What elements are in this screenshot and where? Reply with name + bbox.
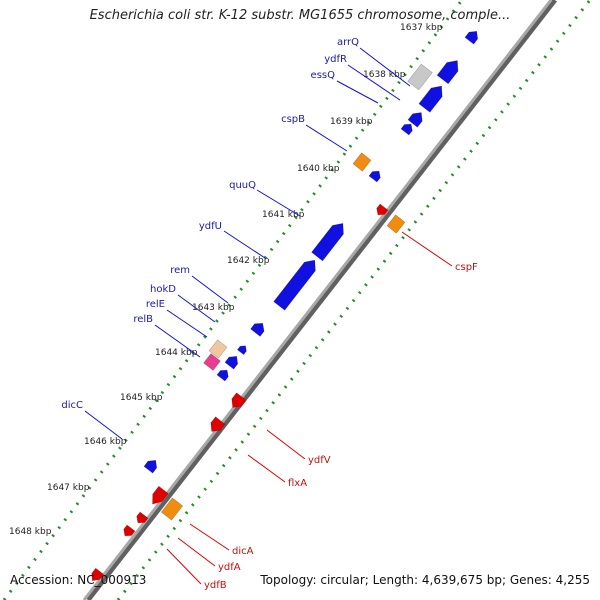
leader-relE — [166, 309, 208, 338]
gene-bottom-red[interactable] — [91, 567, 105, 582]
map-title: Escherichia coli str. K-12 substr. MG165… — [89, 8, 511, 23]
label-ydfA[interactable]: ydfA — [218, 562, 241, 573]
gene-ydfV[interactable] — [231, 392, 247, 408]
label-arrQ[interactable]: arrQ — [337, 37, 359, 48]
label-rem[interactable]: rem — [170, 265, 190, 276]
gene-cspF-red[interactable] — [376, 203, 389, 216]
label-relE[interactable]: relE — [146, 299, 165, 310]
gene-ydfU[interactable] — [273, 259, 316, 311]
leader-flxA — [247, 454, 286, 483]
accession-label: Accession: NC_000913 — [10, 573, 147, 587]
kbp-tick-labels: 1637 kbp 1638 kbp 1639 kbp 1640 kbp 1641 kbp… — [9, 23, 443, 537]
leader-relB — [154, 324, 201, 358]
gene-quuQ[interactable] — [311, 223, 344, 262]
gene-flxA[interactable] — [210, 416, 226, 432]
gene-dicA-left[interactable] — [152, 485, 169, 505]
gene-rem[interactable] — [250, 322, 265, 337]
label-relB[interactable]: relB — [133, 314, 153, 325]
kbp-label-5: 1641 kbp — [262, 210, 305, 220]
gene-orange-1[interactable] — [352, 152, 372, 172]
label-hokD[interactable]: hokD — [150, 284, 176, 295]
gene-cspF[interactable] — [386, 214, 406, 234]
gene-essQ[interactable] — [418, 85, 443, 113]
kbp-label-7: 1643 kbp — [192, 303, 235, 313]
label-ydfR[interactable]: ydfR — [324, 54, 347, 65]
label-dicA[interactable]: dicA — [232, 546, 254, 557]
gene-relB-pink[interactable] — [203, 353, 221, 371]
gene-arrQ[interactable] — [464, 30, 479, 45]
kbp-label-3: 1639 kbp — [330, 117, 373, 127]
label-ydfB[interactable]: ydfB — [204, 580, 227, 591]
label-quuQ[interactable]: quuQ — [229, 180, 256, 191]
gene-relE-mixed[interactable] — [208, 339, 228, 359]
gene-features[interactable] — [91, 30, 479, 582]
inner-tick-track — [116, 0, 592, 600]
label-essQ[interactable]: essQ — [311, 70, 336, 81]
gene-dicA-orange[interactable] — [160, 497, 184, 521]
label-ydfV[interactable]: ydfV — [308, 455, 331, 466]
gene-essQ-2[interactable] — [407, 112, 423, 128]
gene-ydfR[interactable] — [436, 60, 459, 85]
gene-cspB[interactable] — [368, 170, 381, 183]
outer-tick-track — [2, 0, 464, 600]
leader-dicA — [189, 523, 230, 551]
gene-ydfB[interactable] — [123, 524, 136, 537]
kbp-label-2: 1638 kbp — [363, 70, 406, 80]
label-cspB[interactable]: cspB — [281, 114, 305, 125]
leader-dicC — [84, 410, 123, 440]
label-cspF[interactable]: cspF — [455, 262, 478, 273]
label-ydfU[interactable]: ydfU — [199, 221, 222, 232]
leader-essQ — [336, 80, 379, 104]
leader-ydfU — [223, 230, 266, 259]
leader-hokD — [177, 294, 216, 323]
gene-small-1[interactable] — [400, 123, 413, 136]
gene-relB[interactable] — [224, 355, 239, 370]
leader-cspB — [305, 124, 348, 152]
gene-dicC-helper[interactable] — [216, 369, 229, 382]
gene-ydfA[interactable] — [136, 511, 149, 524]
kbp-label-9: 1645 kbp — [120, 393, 163, 403]
topology-label: Topology: circular; Length: 4,639,675 bp… — [260, 573, 590, 587]
leader-ydfB — [166, 548, 202, 585]
label-dicC[interactable]: dicC — [61, 400, 83, 411]
leader-ydfR — [347, 64, 401, 101]
gene-hokD[interactable] — [236, 345, 247, 356]
kbp-label-12: 1648 kbp — [9, 527, 52, 537]
gene-labels[interactable]: arrQ ydfR essQ cspB quuQ ydfU rem hokD relE relB d… — [61, 37, 478, 591]
kbp-label-11: 1647 kbp — [47, 483, 90, 493]
kbp-label-10: 1646 kbp — [84, 437, 127, 447]
leader-rem — [191, 275, 229, 304]
chromosome-backbone-shadow — [86, 0, 557, 600]
label-flxA[interactable]: flxA — [288, 478, 307, 489]
leader-quuQ — [256, 189, 301, 217]
gene-pseudo-gray[interactable] — [407, 63, 433, 91]
kbp-label-1: 1637 kbp — [400, 23, 443, 33]
kbp-label-8: 1644 kbp — [155, 348, 198, 358]
kbp-label-4: 1640 kbp — [297, 164, 340, 174]
kbp-label-6: 1642 kbp — [227, 256, 270, 266]
gene-dicC[interactable] — [143, 459, 158, 474]
leader-cspF — [401, 231, 453, 267]
leader-ydfV — [266, 429, 306, 460]
leader-ydfA — [177, 537, 216, 567]
leader-arrQ — [359, 47, 411, 87]
